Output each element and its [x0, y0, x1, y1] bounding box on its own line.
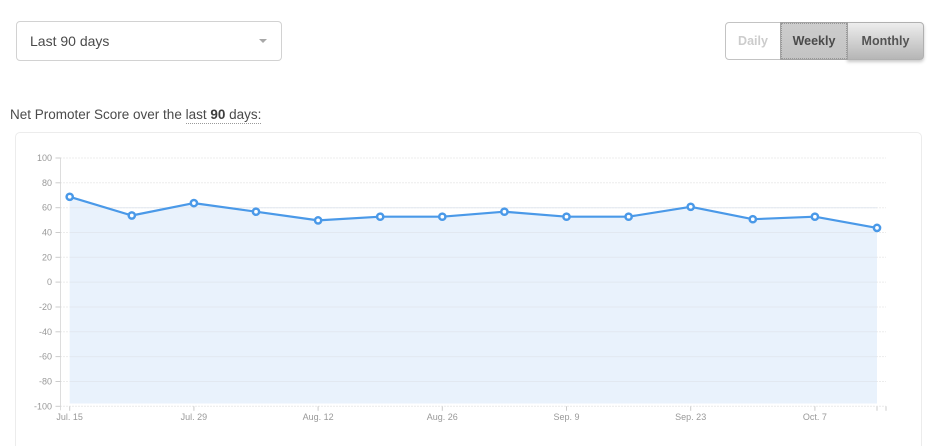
svg-text:20: 20 — [42, 252, 52, 262]
svg-text:-20: -20 — [39, 302, 52, 312]
svg-text:0: 0 — [47, 277, 52, 287]
svg-text:80: 80 — [42, 178, 52, 188]
svg-text:-60: -60 — [39, 352, 52, 362]
svg-text:-40: -40 — [39, 327, 52, 337]
svg-text:Aug. 26: Aug. 26 — [427, 412, 458, 422]
svg-text:100: 100 — [37, 153, 52, 163]
svg-text:Oct. 7: Oct. 7 — [803, 412, 827, 422]
svg-text:Jul. 15: Jul. 15 — [56, 412, 83, 422]
svg-text:Sep. 23: Sep. 23 — [675, 412, 706, 422]
svg-text:-80: -80 — [39, 377, 52, 387]
svg-text:Jul. 29: Jul. 29 — [181, 412, 208, 422]
svg-text:-100: -100 — [34, 401, 52, 411]
svg-text:40: 40 — [42, 228, 52, 238]
svg-text:Aug. 12: Aug. 12 — [303, 412, 334, 422]
svg-text:Sep. 9: Sep. 9 — [553, 412, 579, 422]
svg-text:60: 60 — [42, 203, 52, 213]
